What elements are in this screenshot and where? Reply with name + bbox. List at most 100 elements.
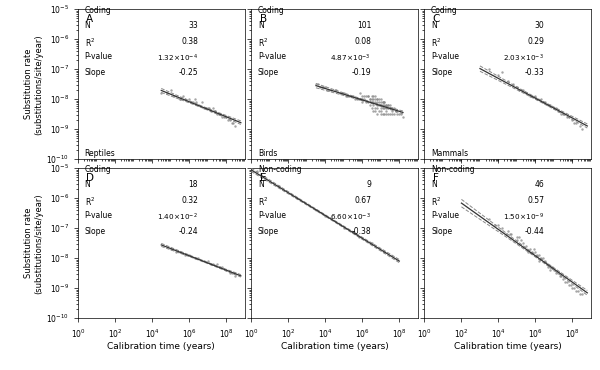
Point <box>171 249 181 255</box>
Point <box>383 111 393 117</box>
Point <box>344 93 354 99</box>
Point <box>374 108 384 114</box>
Point <box>540 258 550 264</box>
Point <box>562 114 572 120</box>
X-axis label: Calibration time (years): Calibration time (years) <box>454 342 562 351</box>
Point <box>365 96 374 102</box>
Point <box>559 111 568 117</box>
Point <box>538 99 548 105</box>
Text: 0.57: 0.57 <box>527 196 544 205</box>
Text: 0.32: 0.32 <box>181 196 198 205</box>
Point <box>376 111 386 117</box>
Point <box>370 93 380 99</box>
Point <box>341 93 350 99</box>
Point <box>385 102 395 108</box>
Point <box>497 69 507 75</box>
Point <box>577 291 587 297</box>
Point <box>230 123 240 129</box>
Point <box>521 243 531 249</box>
Text: N: N <box>85 21 91 30</box>
Point <box>337 90 347 96</box>
Text: -0.44: -0.44 <box>524 227 544 236</box>
Point <box>387 108 397 114</box>
Point <box>378 99 388 105</box>
Point <box>568 117 577 123</box>
Point <box>184 252 194 258</box>
Point <box>376 102 386 108</box>
Point <box>339 90 349 96</box>
Point <box>512 84 522 90</box>
Point <box>564 114 574 120</box>
Point <box>181 96 190 102</box>
Text: C: C <box>433 14 440 24</box>
Point <box>208 105 218 111</box>
Point <box>557 111 566 117</box>
Point <box>385 105 395 111</box>
Point <box>343 93 352 99</box>
Point <box>525 93 535 99</box>
Point <box>376 108 386 114</box>
Point <box>571 288 581 294</box>
Point <box>512 234 522 240</box>
Point <box>562 279 572 285</box>
Point <box>370 96 380 102</box>
Text: A: A <box>86 14 94 24</box>
Point <box>503 228 512 234</box>
Point <box>274 183 284 189</box>
Text: R$^{2}$: R$^{2}$ <box>258 196 268 208</box>
Point <box>157 90 166 96</box>
Text: N: N <box>431 21 437 30</box>
Point <box>559 276 568 282</box>
Point <box>330 87 340 93</box>
Point <box>203 258 212 264</box>
Text: Slope: Slope <box>85 68 106 77</box>
Point <box>540 99 550 105</box>
Point <box>545 102 555 108</box>
Point <box>315 84 325 90</box>
Point <box>394 111 404 117</box>
Point <box>169 93 179 99</box>
Point <box>350 96 359 102</box>
Text: R$^{2}$: R$^{2}$ <box>85 196 95 208</box>
Point <box>221 267 231 273</box>
Point <box>346 93 356 99</box>
Text: Mammals: Mammals <box>431 149 468 158</box>
Text: $1.40\!\times\!10^{-2}$: $1.40\!\times\!10^{-2}$ <box>157 211 198 223</box>
Point <box>380 99 389 105</box>
Point <box>322 87 332 93</box>
Text: Slope: Slope <box>431 68 452 77</box>
Point <box>547 264 557 270</box>
Text: -0.19: -0.19 <box>352 68 371 77</box>
Point <box>382 111 391 117</box>
Point <box>378 111 388 117</box>
Point <box>191 99 201 105</box>
Point <box>190 96 199 102</box>
Point <box>545 264 555 270</box>
Point <box>367 105 376 111</box>
Point <box>175 96 185 102</box>
Point <box>521 90 531 96</box>
Point <box>490 222 500 228</box>
Text: Slope: Slope <box>258 68 279 77</box>
Point <box>199 258 209 264</box>
Text: Slope: Slope <box>258 227 279 236</box>
Point <box>210 108 220 114</box>
Point <box>352 96 362 102</box>
Point <box>216 111 226 117</box>
Point <box>525 246 535 252</box>
Point <box>367 99 376 105</box>
Point <box>216 264 226 270</box>
Point <box>179 93 188 99</box>
Point <box>512 237 522 243</box>
Point <box>527 93 536 99</box>
Point <box>335 90 345 96</box>
Point <box>383 102 393 108</box>
Text: 33: 33 <box>188 21 198 30</box>
Point <box>184 96 194 102</box>
Point <box>370 99 380 105</box>
Text: 0.08: 0.08 <box>354 37 371 46</box>
Point <box>508 81 518 87</box>
Point <box>358 96 367 102</box>
Text: 0.38: 0.38 <box>181 37 198 46</box>
Point <box>220 114 229 120</box>
